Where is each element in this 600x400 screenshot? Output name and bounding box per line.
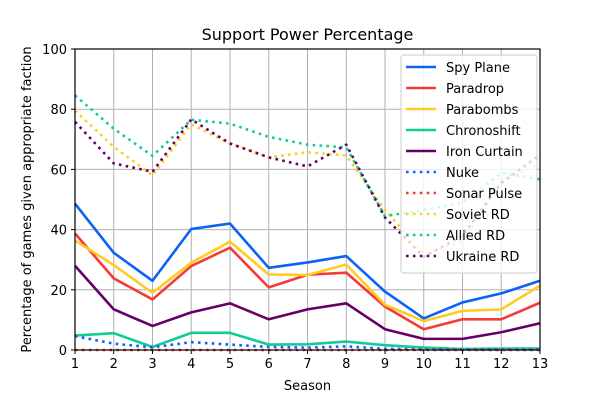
legend-item: Parabombs: [406, 103, 519, 118]
series-spy-plane: [73, 202, 541, 320]
series-allied-rd: [74, 94, 541, 218]
x-axis-label: Season: [284, 379, 331, 394]
legend-label: Nuke: [446, 166, 479, 181]
y-tick-label: 20: [50, 284, 67, 299]
legend-label: Parabombs: [446, 103, 519, 118]
x-tick-label: 5: [226, 357, 234, 372]
legend-item: Spy Plane: [406, 61, 510, 76]
x-tick-label: 3: [148, 357, 156, 372]
legend-item: Paradrop: [406, 82, 504, 97]
series-parabombs: [74, 239, 541, 323]
chart-title: Support Power Percentage: [202, 25, 414, 44]
legend-label: Sonar Pulse: [446, 187, 522, 202]
x-tick-label: 6: [265, 357, 273, 372]
y-tick-label: 40: [50, 224, 67, 239]
legend-label: Paradrop: [446, 82, 504, 97]
x-tick-label: 1: [71, 357, 79, 372]
series-iron-curtain: [74, 264, 541, 341]
legend-item: Chronoshift: [406, 124, 521, 139]
x-tick-label: 7: [303, 357, 311, 372]
x-tick-label: 12: [493, 357, 510, 372]
x-tick-label: 8: [342, 357, 350, 372]
x-tick-label: 11: [454, 357, 471, 372]
x-tick-label: 13: [532, 357, 549, 372]
legend-item: Sonar Pulse: [406, 187, 522, 202]
legend: Spy Plane Paradrop Parabombs Chronoshift Iro…: [400, 54, 538, 274]
y-tick-label: 100: [42, 43, 67, 58]
legend-label: Allied RD: [446, 229, 505, 244]
legend-label: Soviet RD: [446, 208, 510, 223]
y-axis: 0 20 40 60 80 100: [42, 43, 75, 359]
legend-item: Ukraine RD: [406, 250, 519, 265]
x-tick-label: 9: [381, 357, 389, 372]
x-tick-label: 10: [415, 357, 432, 372]
y-tick-label: 0: [59, 344, 67, 359]
legend-label: Iron Curtain: [446, 145, 523, 160]
legend-item: Soviet RD: [406, 208, 510, 223]
legend-item: Allied RD: [406, 229, 505, 244]
legend-label: Spy Plane: [446, 61, 510, 76]
legend-label: Ukraine RD: [446, 250, 519, 265]
y-axis-label: Percentage of games given appropriate fa…: [20, 46, 35, 352]
legend-item: Iron Curtain: [406, 145, 523, 160]
x-axis: 1 2 3 4 5 6 7 8 9 10 11 12 13: [71, 350, 548, 372]
y-tick-label: 80: [50, 103, 67, 118]
x-tick-label: 4: [187, 357, 195, 372]
y-tick-label: 60: [50, 163, 67, 178]
legend-item: Nuke: [406, 166, 479, 181]
x-tick-label: 2: [110, 357, 118, 372]
legend-label: Chronoshift: [446, 124, 521, 139]
